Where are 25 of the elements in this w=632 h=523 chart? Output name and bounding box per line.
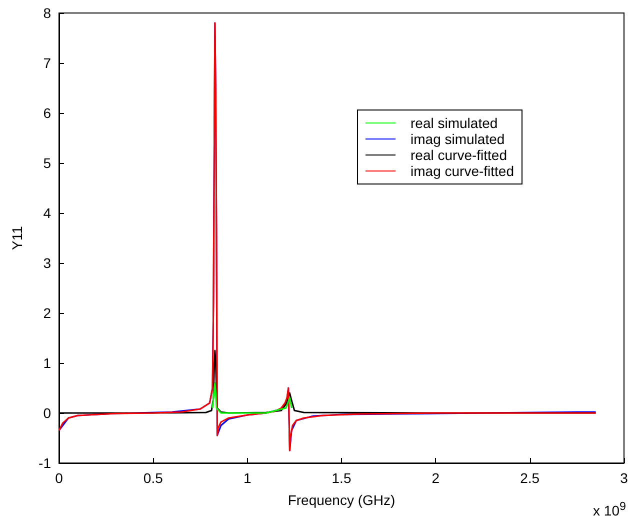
- y-axis-title: Y11: [9, 226, 25, 250]
- x-tick-label: 0: [55, 470, 64, 486]
- y-tick-label: 3: [43, 255, 52, 271]
- y-tick-label: 7: [43, 55, 52, 71]
- x-tick-label: 1.5: [332, 470, 352, 486]
- legend-label: imag simulated: [410, 131, 505, 147]
- y-tick-label: 0: [43, 405, 52, 421]
- x-tick-label: 0.5: [143, 470, 164, 486]
- y-tick-label: -1: [38, 455, 52, 471]
- x-tick-label: 1: [243, 470, 252, 486]
- legend-label: imag curve-fitted: [410, 163, 514, 179]
- x-tick-label: 2: [432, 470, 440, 486]
- y-tick-label: 8: [43, 5, 52, 21]
- y-tick-label: 5: [43, 155, 52, 171]
- x-tick-label: 3: [620, 470, 628, 486]
- legend-label: real simulated: [410, 115, 498, 131]
- line-series: [212, 382, 292, 414]
- text: x 10$^{9}$: [593, 500, 626, 519]
- legend-label: real curve-fitted: [410, 147, 507, 163]
- y-tick-label: 4: [43, 205, 52, 221]
- x-axis-title: Frequency (GHz): [288, 492, 396, 508]
- y-tick-label: 6: [43, 105, 52, 121]
- x-tick-label: 2.5: [520, 470, 540, 486]
- y-tick-label: 2: [43, 305, 52, 321]
- y-tick-label: 1: [43, 355, 52, 371]
